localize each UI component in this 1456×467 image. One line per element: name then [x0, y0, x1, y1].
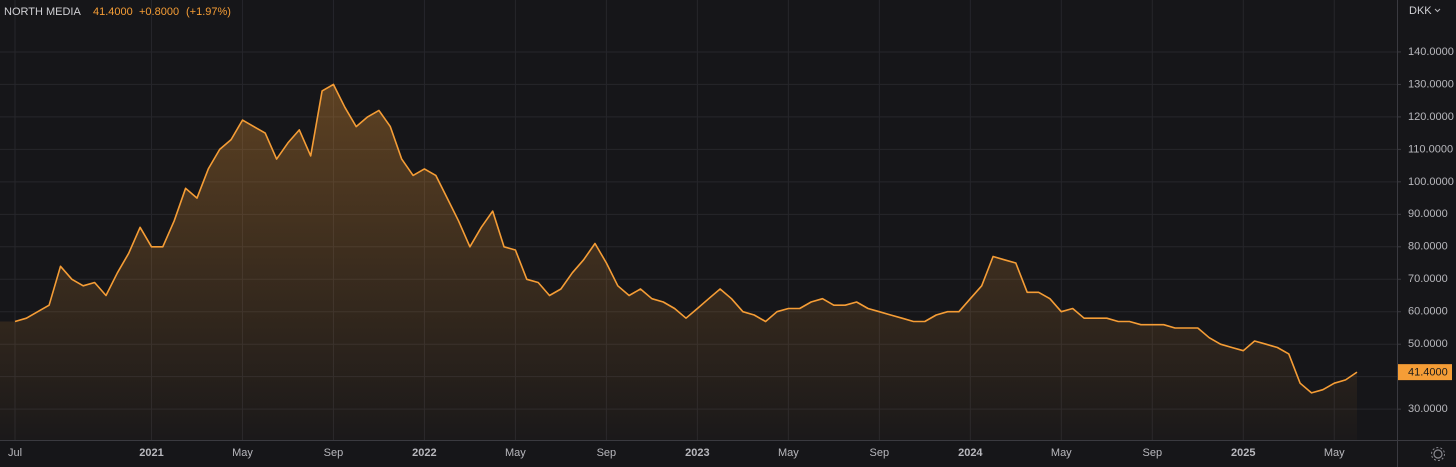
price-change-percent: (+1.97%) — [186, 6, 231, 18]
x-tick-label: 2024 — [958, 447, 983, 459]
x-tick-label: 2021 — [139, 447, 163, 459]
currency[interactable]: DKK — [1409, 5, 1432, 17]
y-tick-label: 140.0000 — [1408, 46, 1454, 58]
y-tick-label: 90.0000 — [1408, 208, 1448, 220]
price-line — [14, 83, 1358, 394]
x-tick-label: May — [232, 447, 253, 459]
last-price-marker — [1398, 364, 1452, 381]
settings-icon[interactable] — [1431, 447, 1445, 461]
x-tick-label: 2025 — [1231, 447, 1255, 459]
price-change: +0.8000 — [139, 6, 179, 18]
y-tick-label: 120.0000 — [1408, 111, 1454, 123]
y-tick-label: 50.0000 — [1408, 338, 1448, 350]
x-tick-label: May — [778, 447, 799, 459]
x-tick-label: Sep — [597, 447, 617, 459]
x-tick-label: 2023 — [685, 447, 709, 459]
symbol: NORTH MEDIA — [4, 6, 81, 18]
x-tick-label: Sep — [870, 447, 890, 459]
x-tick-label: May — [1324, 447, 1345, 459]
y-tick-label: 110.0000 — [1408, 143, 1453, 155]
last-price-label: 41.4000 — [1408, 367, 1448, 379]
area-fill — [0, 84, 1357, 441]
x-tick-label: May — [505, 447, 526, 459]
currency-chevron[interactable] — [1434, 8, 1441, 13]
x-tick-label: Jul — [8, 447, 22, 459]
y-tick-label: 70.0000 — [1408, 273, 1448, 285]
x-tick-label: 2022 — [412, 447, 436, 459]
x-tick-label: May — [1051, 447, 1072, 459]
y-tick-label: 30.0000 — [1408, 403, 1448, 415]
last-price: 41.4000 — [93, 6, 133, 18]
y-tick-label: 60.0000 — [1408, 306, 1448, 318]
y-tick-label: 80.0000 — [1408, 241, 1448, 253]
y-tick-label: 100.0000 — [1408, 176, 1454, 188]
x-tick-label: Sep — [324, 447, 344, 459]
x-tick-label: Sep — [1142, 447, 1162, 459]
y-tick-label: 130.0000 — [1408, 78, 1454, 90]
